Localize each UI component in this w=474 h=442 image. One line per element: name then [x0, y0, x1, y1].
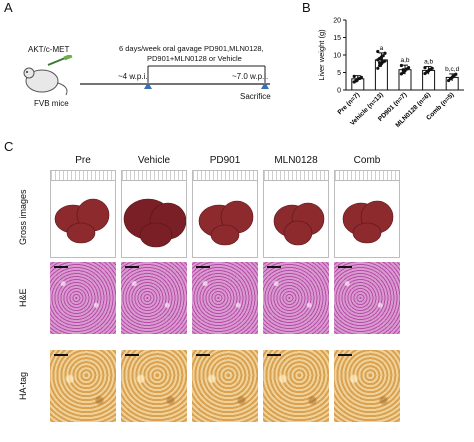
he-stain-image [263, 262, 329, 334]
column-title: MLN0128 [274, 155, 318, 166]
model-label: AKT/c-MET [28, 45, 70, 54]
data-point [407, 66, 411, 70]
data-point [399, 63, 403, 68]
ruler [122, 171, 186, 181]
treatment-line-1: 6 days/week oral gavage PD901,MLN0128, [119, 44, 264, 53]
liver-lobe [139, 222, 173, 248]
treatment-line-2: PD901+MLN0128 or Vehicle [147, 54, 242, 63]
gross-liver-image [192, 170, 258, 258]
ruler [335, 171, 399, 181]
y-tick-label: 20 [333, 18, 341, 25]
significance-label: a [380, 45, 384, 52]
scale-bar [267, 266, 281, 268]
data-point [376, 66, 380, 70]
liver-lobe [210, 224, 240, 246]
data-point [376, 49, 380, 54]
y-tick-label: 0 [337, 88, 341, 95]
panel-a-letter: A [4, 0, 13, 15]
end-time-label: ~7.0 w.p.i. [232, 72, 269, 81]
data-point [381, 54, 385, 58]
ha-tag-stain-image [50, 350, 116, 422]
column-title: Comb [353, 155, 381, 166]
significance-label: a,b [424, 59, 433, 66]
sacrifice-label: Sacrifice [240, 92, 271, 101]
gross-liver-image [50, 170, 116, 258]
scale-bar [267, 354, 281, 356]
start-time-label: ~4 w.p.i. [118, 72, 148, 81]
column-title: Pre [75, 155, 91, 166]
row-label-ha: HA-tag [18, 372, 28, 401]
liver-lobe [283, 220, 313, 246]
scale-bar [125, 354, 139, 356]
data-point [454, 72, 458, 76]
row-label-gross: Gross images [18, 189, 28, 245]
ruler [193, 171, 257, 181]
significance-label: a,b [400, 57, 409, 64]
significance-label: b,c,d [445, 66, 459, 73]
mouse-icon [23, 55, 73, 96]
data-point [401, 68, 405, 72]
y-tick-label: 15 [333, 35, 341, 42]
ruler [51, 171, 115, 181]
scale-bar [196, 266, 210, 268]
data-point [379, 57, 383, 61]
he-stain-image [334, 262, 400, 334]
scale-bar [338, 266, 352, 268]
ha-tag-stain-image [121, 350, 187, 422]
he-stain-image [121, 262, 187, 334]
ruler [264, 171, 328, 181]
he-stain-image [50, 262, 116, 334]
y-axis-label: Liver weight (g) [317, 29, 326, 81]
scale-bar [54, 354, 68, 356]
liver-lobe [66, 222, 96, 244]
end-marker-icon [261, 82, 269, 89]
ha-tag-stain-image [334, 350, 400, 422]
data-point [383, 51, 387, 55]
scale-bar [125, 266, 139, 268]
data-point [383, 59, 387, 63]
gross-liver-image [263, 170, 329, 258]
data-point [430, 66, 434, 70]
mouse-strain-label: FVB mice [34, 99, 69, 108]
row-label-he: H&E [18, 288, 28, 308]
panel-b-letter: B [302, 0, 311, 15]
gross-liver-image [334, 170, 400, 258]
y-tick-label: 5 [337, 70, 341, 77]
column-title: Vehicle [137, 155, 171, 166]
ha-tag-stain-image [192, 350, 258, 422]
ha-tag-stain-image [263, 350, 329, 422]
liver-lobe [352, 222, 382, 244]
scale-bar [54, 266, 68, 268]
timeline [80, 65, 270, 89]
panel-c-letter: C [4, 139, 14, 154]
column-title: PD901 [209, 155, 241, 166]
gross-liver-image [121, 170, 187, 258]
data-point [359, 75, 363, 79]
data-point [352, 74, 356, 78]
data-point [423, 66, 427, 70]
y-tick-label: 10 [333, 53, 341, 60]
start-marker-icon [144, 82, 152, 89]
data-point [354, 79, 358, 83]
scale-bar [338, 354, 352, 356]
scale-bar [196, 354, 210, 356]
he-stain-image [192, 262, 258, 334]
data-point [378, 61, 382, 65]
